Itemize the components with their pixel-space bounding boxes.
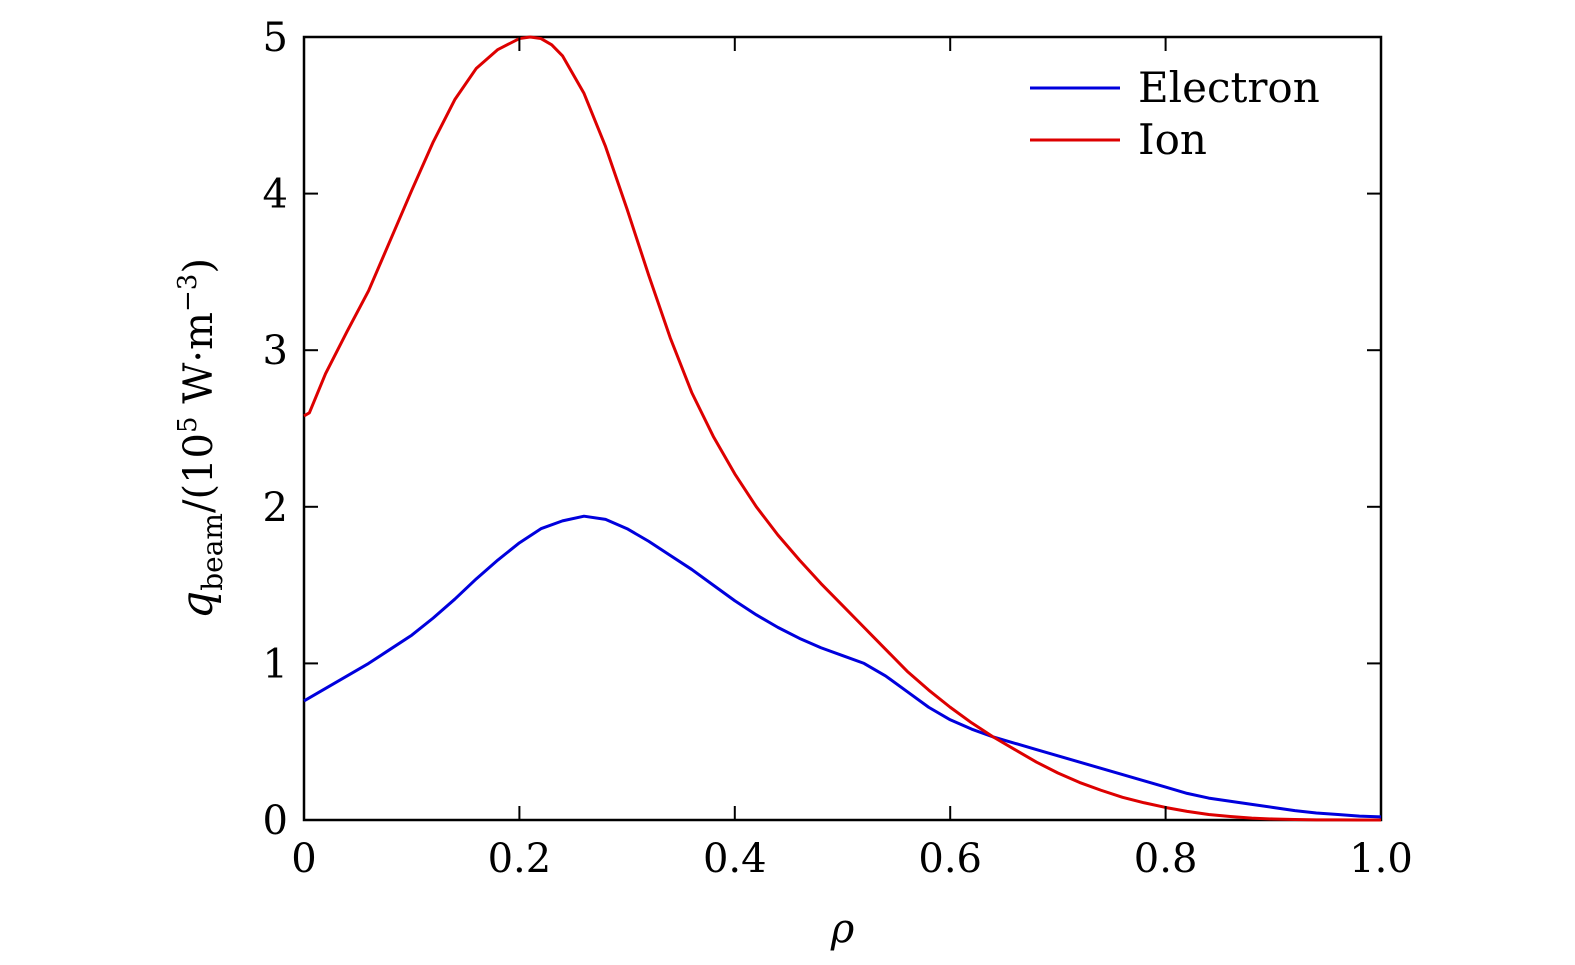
series-line-ion [303, 35, 1382, 822]
x-axis: 0 0.2 0.4 0.6 0.8 1.0 [291, 37, 1413, 882]
y-tick-label: 4 [263, 172, 288, 218]
legend: Electron Ion [1030, 63, 1320, 164]
y-label-subscript: beam [196, 513, 229, 591]
x-tick-label: 0.4 [703, 836, 767, 882]
y-tick-label: 1 [263, 641, 288, 687]
x-tick-label: 0.8 [1134, 836, 1198, 882]
y-label-unit-prefix: /(10 [176, 433, 222, 513]
y-tick-label: 3 [263, 328, 288, 374]
series-layer [303, 35, 1382, 822]
x-axis-label: ρ [830, 906, 855, 952]
y-tick-label: 0 [263, 798, 288, 844]
plot-frame [302, 35, 1383, 822]
x-tick-label: 0.6 [918, 836, 982, 882]
x-tick-label: 1.0 [1349, 836, 1413, 882]
y-axis: 0 1 2 3 4 5 [263, 15, 1381, 844]
y-label-unit-exp2: −3 [173, 274, 203, 312]
series-line-electron [303, 514, 1382, 819]
x-tick-label: 0.2 [488, 836, 552, 882]
y-label-unit-exp: 5 [173, 416, 203, 433]
legend-label-electron: Electron [1138, 63, 1320, 112]
y-tick-label: 5 [263, 15, 288, 61]
y-label-unit-suffix: ) [176, 258, 222, 274]
x-tick-label: 0 [291, 836, 316, 882]
plot-area: 0 0.2 0.4 0.6 0.8 1.0 0 1 2 3 4 5 [263, 15, 1413, 882]
y-tick-label: 2 [263, 485, 288, 531]
legend-label-ion: Ion [1138, 115, 1207, 164]
y-label-symbol: q [172, 591, 223, 619]
y-axis-label: qbeam/(105 W·m−3) [172, 258, 229, 619]
y-label-unit-mid: W·m [176, 312, 222, 416]
